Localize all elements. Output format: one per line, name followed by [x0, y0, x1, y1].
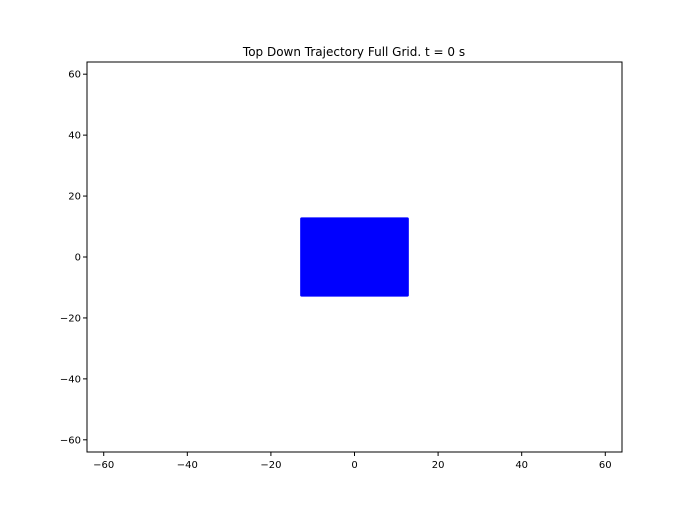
- x-tick-label: 60: [599, 460, 612, 471]
- x-tick-label: 40: [515, 460, 528, 471]
- x-tick-label: −20: [260, 460, 281, 471]
- y-axis: −60 −40 −20 0 20 40 60: [60, 70, 87, 446]
- x-tick-label: 0: [351, 460, 357, 471]
- x-tick-label: −40: [177, 460, 198, 471]
- x-tick-label: −60: [93, 460, 114, 471]
- x-axis: −60 −40 −20 0 20 40 60: [93, 452, 612, 471]
- y-tick-label: 40: [68, 131, 81, 142]
- x-tick-label: 20: [432, 460, 445, 471]
- y-tick-label: 0: [75, 253, 81, 264]
- y-tick-label: −40: [60, 374, 81, 385]
- y-tick-label: −20: [60, 313, 81, 324]
- y-tick-label: 20: [68, 192, 81, 203]
- y-tick-label: 60: [68, 70, 81, 81]
- chart-title: Top Down Trajectory Full Grid. t = 0 s: [242, 45, 465, 59]
- data-layer: [300, 217, 409, 297]
- y-tick-label: −60: [60, 435, 81, 446]
- data-region-0: [300, 217, 409, 297]
